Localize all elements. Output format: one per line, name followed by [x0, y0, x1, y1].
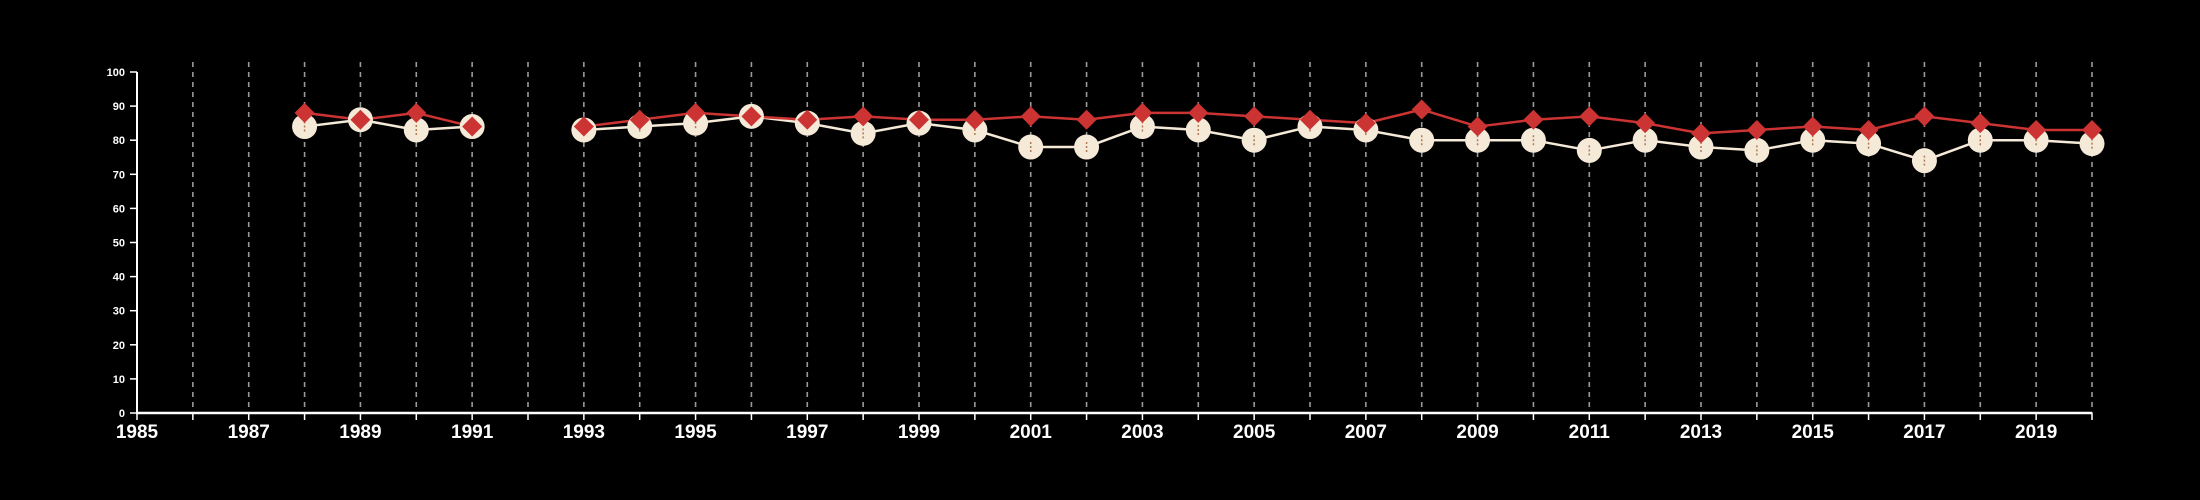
- diamond-point-1989: [350, 109, 371, 130]
- y-tick-label: 80: [113, 135, 125, 147]
- x-tick-label: 1991: [451, 422, 494, 443]
- x-tick-label: 1989: [339, 422, 381, 443]
- y-tick-label: 100: [107, 67, 125, 79]
- diamond-point-2017: [1914, 106, 1935, 127]
- circle-point-2004: [1185, 117, 1211, 143]
- diamond-point-2019: [2026, 119, 2047, 140]
- circle-point-2015: [1800, 127, 1826, 153]
- diamond-point-2004: [1188, 102, 1209, 123]
- series-diamond-line-segment-0: [304, 111, 473, 128]
- x-tick-label: 2019: [2015, 422, 2057, 443]
- circle-point-2014: [1744, 137, 1770, 163]
- x-tick-label: 2005: [1233, 422, 1276, 443]
- diamond-point-1997: [797, 109, 818, 130]
- diamond-point-1988: [294, 102, 315, 123]
- y-tick-label: 90: [113, 101, 125, 113]
- diamond-point-2011: [1579, 106, 1600, 127]
- diamond-point-2000: [964, 109, 985, 130]
- x-tick-label: 1987: [228, 422, 270, 443]
- x-tick-label: 1997: [786, 422, 828, 443]
- y-tick-label: 30: [113, 306, 125, 318]
- y-tick-label: 50: [113, 238, 125, 250]
- circle-point-2010: [1520, 127, 1546, 153]
- diamond-point-2002: [1076, 109, 1097, 130]
- diamond-point-2003: [1132, 102, 1153, 123]
- series-diamond-line-segment-1: [583, 108, 2092, 135]
- circle-point-1998: [850, 120, 876, 146]
- diamond-point-2009: [1467, 116, 1488, 137]
- circle-point-2009: [1465, 127, 1491, 153]
- circle-point-2011: [1576, 137, 1602, 163]
- series-lines: [304, 108, 2093, 162]
- x-tick-label: 2015: [1792, 422, 1835, 443]
- diamond-point-2018: [1970, 113, 1991, 134]
- circle-point-2017: [1911, 148, 1937, 174]
- circle-point-2008: [1409, 127, 1435, 153]
- grid-lines: [192, 62, 2093, 413]
- circle-point-2001: [1018, 134, 1044, 160]
- diamond-point-2014: [1746, 119, 1767, 140]
- x-tick-label: 1995: [674, 422, 717, 443]
- x-tick-label: 2009: [1456, 422, 1498, 443]
- circle-point-2002: [1074, 134, 1100, 160]
- y-tick-label: 60: [113, 203, 125, 215]
- circle-point-2012: [1632, 127, 1658, 153]
- diamond-point-2005: [1244, 106, 1265, 127]
- diamond-point-1996: [741, 106, 762, 127]
- x-tick-label: 1993: [563, 422, 605, 443]
- circle-point-2016: [1856, 131, 1882, 157]
- diamond-point-2015: [1802, 116, 1823, 137]
- diamond-point-2012: [1635, 113, 1656, 134]
- diamond-point-2007: [1355, 113, 1376, 134]
- diamond-point-1998: [853, 106, 874, 127]
- x-tick-label: 2011: [1569, 422, 1611, 443]
- circle-point-2003: [1129, 114, 1155, 140]
- x-tick-label: 1985: [116, 422, 159, 443]
- x-tick-label: 2001: [1010, 422, 1053, 443]
- diamond-point-1995: [685, 102, 706, 123]
- circle-point-1990: [403, 117, 429, 143]
- y-tick-label: 10: [113, 374, 125, 386]
- y-tick-label: 0: [119, 408, 125, 420]
- diamond-point-2006: [1300, 109, 1320, 130]
- diamond-point-2008: [1411, 99, 1432, 120]
- diamond-point-2016: [1858, 119, 1879, 140]
- axes: 0 10 20 30 40 50 60 70 80 90 100 1985 1987 1989 1991 19…: [107, 67, 2093, 443]
- diamond-point-1994: [629, 109, 650, 130]
- y-tick-label: 20: [113, 340, 125, 352]
- x-tick-label: 2017: [1903, 422, 1945, 443]
- circle-point-2013: [1688, 134, 1714, 160]
- diamond-point-1999: [909, 109, 929, 130]
- diamond-point-2020: [2082, 119, 2102, 140]
- diamond-point-1993: [573, 116, 594, 137]
- circle-point-2005: [1241, 127, 1267, 153]
- y-tick-label: 40: [113, 272, 125, 284]
- series-circle-line-segment-0: [304, 118, 473, 132]
- diamond-point-1991: [462, 116, 483, 137]
- diamond-point-1990: [406, 102, 427, 123]
- circle-point-2018: [1967, 127, 1993, 153]
- x-tick-label: 2003: [1121, 422, 1163, 443]
- diamond-point-2001: [1020, 106, 1041, 127]
- y-tick-label: 70: [113, 169, 125, 181]
- x-tick-label: 2013: [1680, 422, 1722, 443]
- x-tick-label: 1999: [898, 422, 940, 443]
- series-circle-line-segment-1: [583, 115, 2093, 162]
- circle-point-1988: [292, 114, 318, 140]
- diamond-point-2013: [1691, 123, 1711, 144]
- x-tick-label: 2007: [1345, 422, 1387, 443]
- circle-point-2020: [2079, 131, 2105, 157]
- diamond-point-2010: [1523, 109, 1544, 130]
- data-markers: [292, 99, 2105, 174]
